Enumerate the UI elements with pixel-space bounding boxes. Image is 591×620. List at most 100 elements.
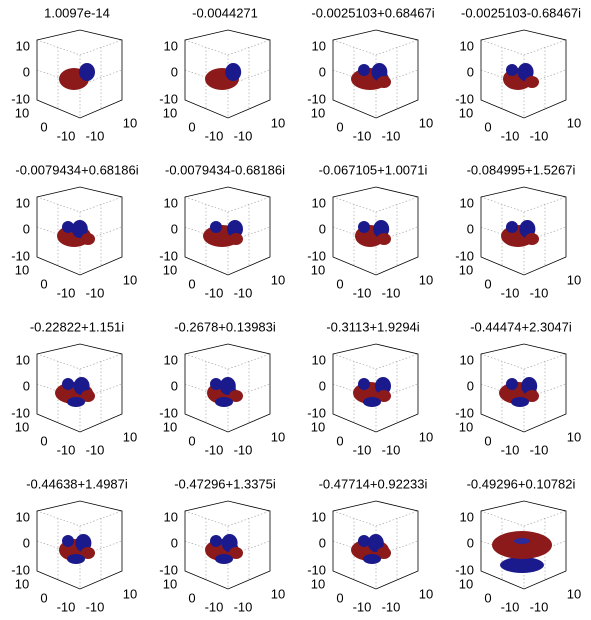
panel-title: -0.0079434-0.68186i [165,162,285,177]
z-tick-label: 0 [319,535,326,550]
cube-edges [184,500,271,590]
y-tick-label: -10 [353,442,372,457]
z-tick-label: 0 [23,221,30,236]
y-tick-label: 10 [311,105,325,120]
y-tick-label: 10 [459,576,473,591]
y-tick-label: 10 [163,576,177,591]
blob-red [525,76,539,88]
y-tick-label: 10 [163,105,177,120]
y-tick-label: 10 [15,576,29,591]
y-tick-label: -10 [353,285,372,300]
cube-edges [36,29,123,119]
y-tick-label: 10 [311,419,325,434]
blob-red [81,390,95,402]
blob-red [525,390,539,402]
z-tick-label: -10 [307,562,326,577]
y-tick-label: 0 [188,119,195,134]
panel-title: -0.3113+1.9294i [326,319,419,334]
x-tick-label: 10 [271,115,285,130]
cube-edges [480,500,567,590]
blob-red [377,233,391,245]
x-tick-label: 10 [123,115,137,130]
blob-blue [225,63,242,81]
panel-title: -0.084995+1.5267i [467,162,576,177]
y-tick-label: 10 [311,576,325,591]
blob-blue [363,397,381,407]
z-tick-label: 10 [312,509,326,524]
x-tick-label: 10 [567,272,581,287]
y-tick-label: -10 [57,285,76,300]
cube-edges [332,343,419,433]
z-tick-label: 0 [467,221,474,236]
blob-blue [71,220,88,238]
cube-edges [332,29,419,119]
blob-blue [62,221,74,233]
y-tick-label: -10 [501,599,520,614]
blob-blue [506,378,518,390]
y-tick-label: 10 [163,419,177,434]
blob-blue [67,554,85,564]
z-tick-label: -10 [455,405,474,420]
panel-title: -0.22822+1.151i [30,319,124,334]
z-tick-label: -10 [307,91,326,106]
y-tick-label: 0 [188,433,195,448]
z-tick-label: -10 [455,562,474,577]
y-tick-label: 0 [336,590,343,605]
blob-red [229,233,243,245]
z-tick-label: -10 [159,91,178,106]
z-tick-label: 10 [16,38,30,53]
z-tick-label: 10 [16,195,30,210]
y-tick-label: -10 [205,128,224,143]
y-tick-label: 0 [40,433,47,448]
z-tick-label: 10 [460,195,474,210]
y-tick-label: -10 [205,442,224,457]
y-tick-label: -10 [205,599,224,614]
x-tick-label: -10 [86,599,105,614]
blob-blue [215,397,233,407]
x-tick-label: 10 [419,115,433,130]
blob-blue [62,535,74,547]
z-tick-label: 10 [460,509,474,524]
blob-blue [210,378,222,390]
z-tick-label: 10 [460,352,474,367]
x-tick-label: -10 [234,285,253,300]
blob-blue [358,64,370,76]
z-tick-label: -10 [307,405,326,420]
x-tick-label: -10 [86,128,105,143]
blob-blue [215,554,233,564]
y-tick-label: 10 [311,262,325,277]
panel-title: -0.0025103-0.68467i [461,5,581,20]
blob-blue [367,534,384,552]
cube-edges [332,500,419,590]
z-tick-label: 0 [23,64,30,79]
y-tick-label: 0 [40,590,47,605]
blob-blue [210,535,222,547]
z-tick-label: 10 [164,352,178,367]
z-tick-label: 0 [23,535,30,550]
blob-blue [67,397,85,407]
z-tick-label: -10 [159,248,178,263]
y-tick-label: 0 [336,276,343,291]
blob-blue [511,397,529,407]
blob-red [377,390,391,402]
y-tick-label: -10 [501,285,520,300]
panel-title: -0.2678+0.13983i [174,319,276,334]
cube-edges [184,186,271,276]
z-tick-label: 0 [467,64,474,79]
y-tick-label: 0 [484,276,491,291]
panel-title: -0.47296+1.3375i [174,476,276,491]
z-tick-label: 0 [319,221,326,236]
x-tick-label: 10 [567,586,581,601]
blob-red [229,390,243,402]
y-tick-label: 10 [15,105,29,120]
